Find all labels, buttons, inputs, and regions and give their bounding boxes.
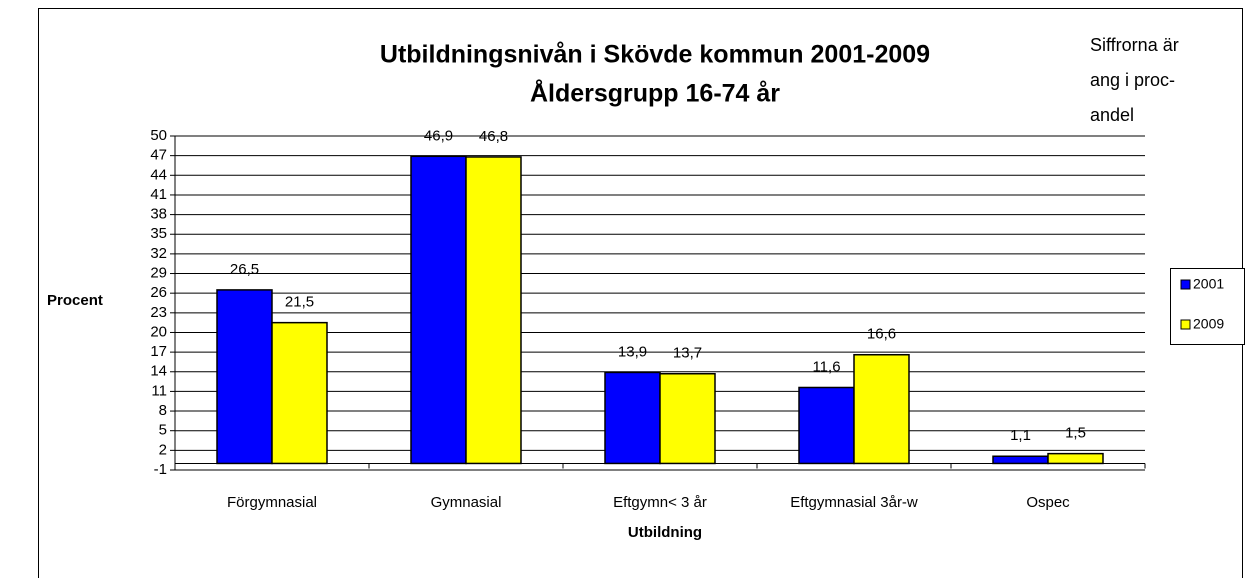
y-tick-label: 47 (150, 147, 167, 164)
y-tick-label: 29 (150, 264, 167, 281)
y-tick-label: 14 (150, 363, 167, 380)
x-tick-label: Gymnasial (431, 494, 502, 511)
note: Siffrorna är (1090, 35, 1179, 55)
legend-swatch (1180, 319, 1191, 330)
x-tick-label: Eftgymn< 3 år (613, 494, 707, 511)
bar (1047, 452, 1104, 465)
x-tick-label: Eftgymnasial 3år-w (790, 494, 918, 511)
data-label: 1,5 (1065, 425, 1086, 442)
data-label: 26,5 (230, 261, 259, 278)
y-tick-label: 8 (159, 402, 167, 419)
bar (216, 289, 273, 465)
y-tick-label: 44 (150, 166, 167, 183)
chart-subtitle: Åldersgrupp 16-74 år (530, 79, 780, 108)
bar (271, 321, 328, 465)
y-tick-label: 41 (150, 186, 167, 203)
data-label: 46,8 (479, 128, 508, 145)
bar (659, 372, 716, 465)
x-tick-label: Förgymnasial (227, 494, 317, 511)
bar (853, 353, 910, 465)
y-tick-label: -1 (154, 461, 167, 478)
y-tick-label: 5 (159, 422, 167, 439)
data-label: 13,7 (673, 345, 702, 362)
x-tick-label: Ospec (1026, 494, 1070, 511)
legend-swatch (1180, 279, 1191, 290)
chart-title: Utbildningsnivån i Skövde kommun 2001-20… (380, 41, 930, 69)
y-tick-label: 17 (150, 343, 167, 360)
y-tick-label: 38 (150, 206, 167, 223)
legend-label: 2001 (1193, 276, 1224, 292)
bar (604, 371, 661, 465)
y-tick-label: 2 (159, 441, 167, 458)
y-tick-label: 20 (150, 323, 167, 340)
data-label: 1,1 (1010, 427, 1031, 444)
y-tick-label: 11 (151, 382, 167, 399)
data-label: 13,9 (618, 343, 647, 360)
note: andel (1090, 105, 1134, 125)
y-tick-label: 26 (150, 284, 167, 301)
y-axis-label: Procent (47, 292, 103, 309)
y-tick-label: 50 (150, 127, 167, 144)
y-tick-label: 35 (150, 225, 167, 242)
bar (465, 156, 522, 465)
note: ang i proc- (1090, 70, 1175, 90)
data-label: 16,6 (867, 326, 896, 343)
legend-label: 2009 (1193, 316, 1224, 332)
data-label: 21,5 (285, 294, 314, 311)
bar (798, 386, 855, 465)
bar (992, 455, 1049, 465)
y-tick-label: 32 (150, 245, 167, 262)
bar (410, 155, 467, 465)
y-tick-label: 23 (150, 304, 167, 321)
x-axis-label: Utbildning (628, 524, 702, 541)
data-label: 11,6 (812, 358, 840, 375)
data-label: 46,9 (424, 127, 453, 144)
